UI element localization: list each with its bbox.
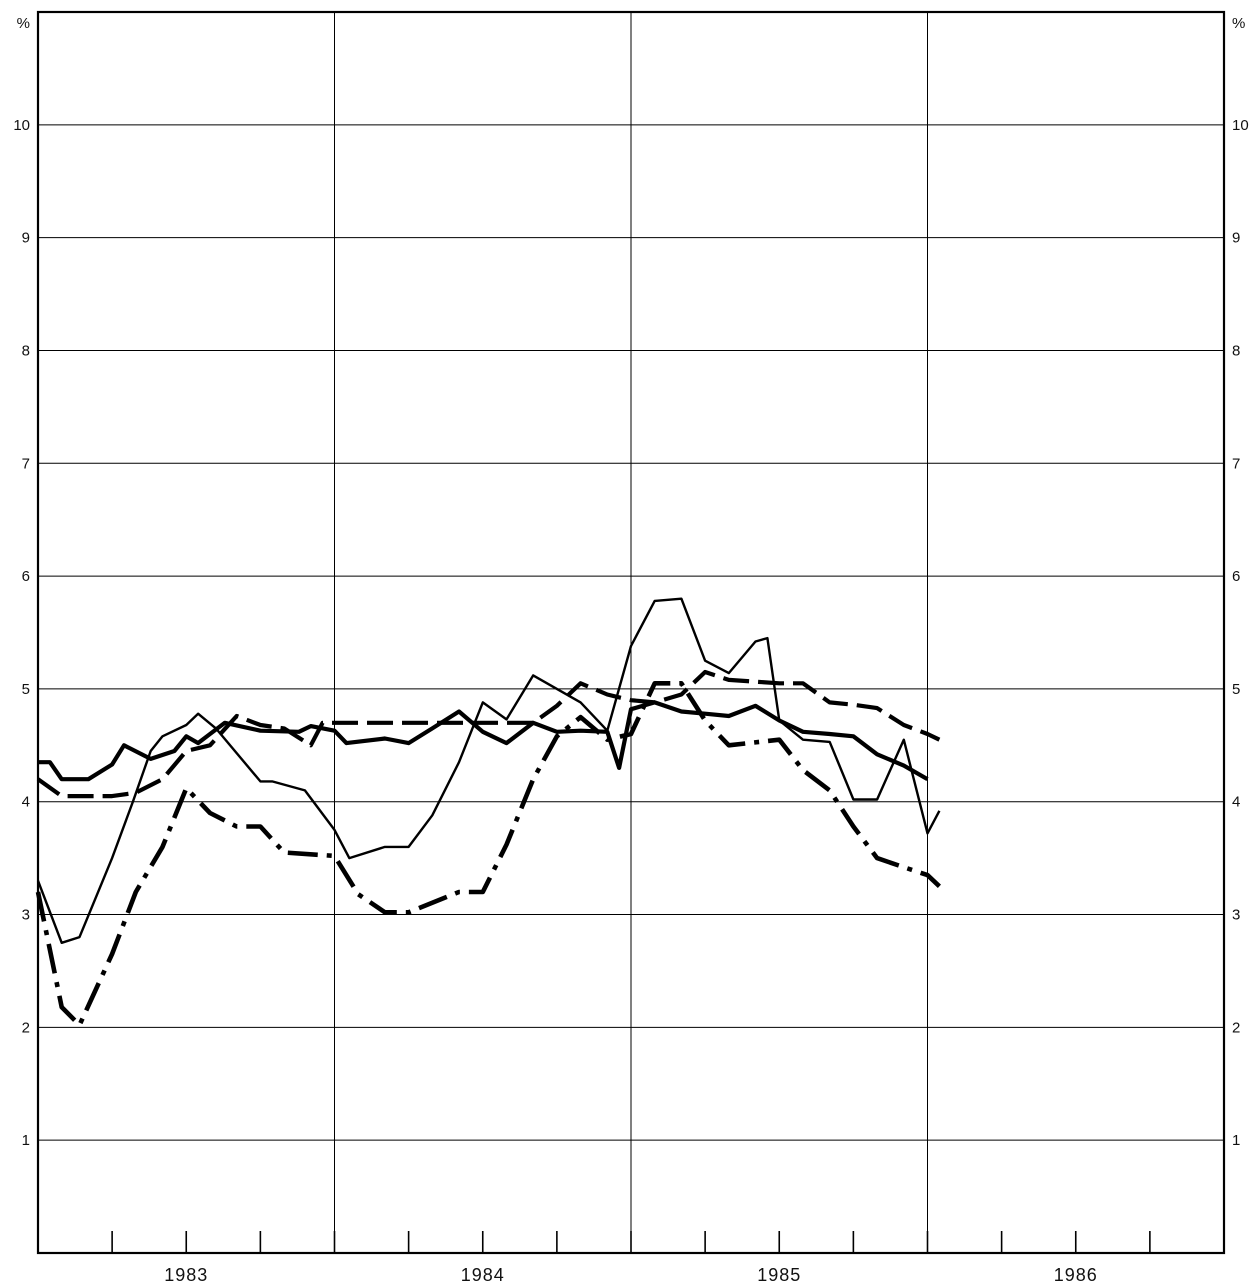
y-tick-label-right: 3 — [1232, 907, 1240, 924]
y-tick-label-right: 2 — [1232, 1019, 1240, 1036]
series-line-thick-dashed — [36, 669, 941, 799]
x-tick-label: 1985 — [757, 1265, 801, 1285]
y-tick-label-right: 6 — [1232, 568, 1240, 585]
series-group — [35, 597, 941, 1028]
y-tick-label-right: 8 — [1232, 342, 1240, 359]
series-line-thick-dashdot — [35, 681, 941, 1028]
series-line-thin-solid — [36, 597, 941, 944]
y-tick-label-left: 9 — [22, 230, 30, 247]
y-tick-label-left: 1 — [22, 1132, 30, 1149]
y-tick-label-right: 10 — [1232, 117, 1249, 134]
series-line-thick-solid — [38, 700, 929, 782]
y-tick-label-right: 9 — [1232, 230, 1240, 247]
x-tick-label: 1986 — [1054, 1265, 1098, 1285]
y-tick-label-left: 3 — [22, 907, 30, 924]
y-tick-label-left: 8 — [22, 342, 30, 359]
y-tick-label-right: 4 — [1232, 794, 1240, 811]
axis-labels: 1 1 2 2 3 3 4 4 5 5 6 6 7 7 8 8 9 9 10 10% % 1983 1984 1985 1986 — [13, 15, 1248, 1285]
y-tick-label-left: 7 — [22, 455, 30, 472]
x-tick-label: 1984 — [461, 1265, 505, 1285]
plot-frame — [36, 10, 1226, 1255]
y-tick-label-left: 6 — [22, 568, 30, 585]
grid — [37, 12, 1225, 1253]
y-tick-label-left: 4 — [22, 794, 30, 811]
y-tick-label-left: 2 — [22, 1019, 30, 1036]
y-tick-label-right: 1 — [1232, 1132, 1240, 1149]
y-tick-label-left: 5 — [22, 681, 30, 698]
y-unit-right: % — [1232, 15, 1245, 32]
y-unit-left: % — [17, 15, 30, 32]
y-tick-label-right: 5 — [1232, 681, 1240, 698]
y-tick-label-left: 10 — [13, 117, 30, 134]
x-tick-label: 1983 — [164, 1265, 208, 1285]
y-tick-label-right: 7 — [1232, 455, 1240, 472]
